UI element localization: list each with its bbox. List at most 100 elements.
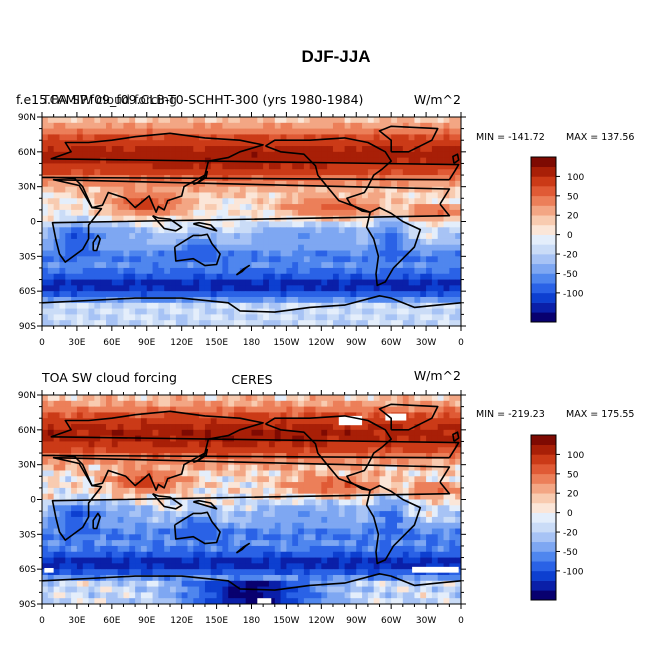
colorbar-label: 20 bbox=[567, 212, 579, 222]
field-cell bbox=[245, 557, 252, 564]
field-cell bbox=[367, 493, 375, 500]
field-cell bbox=[449, 551, 456, 558]
field-cell bbox=[408, 400, 415, 408]
field-cell bbox=[210, 244, 217, 251]
field-cell bbox=[251, 505, 258, 512]
field-cell bbox=[332, 406, 340, 413]
field-cell bbox=[123, 314, 130, 321]
field-cell bbox=[286, 267, 293, 275]
field-cell bbox=[123, 464, 130, 471]
field-cell bbox=[449, 516, 456, 524]
field-cell bbox=[140, 279, 148, 286]
field-cell bbox=[280, 169, 287, 176]
field-cell bbox=[216, 169, 223, 176]
field-cell bbox=[298, 296, 305, 304]
field-cell bbox=[146, 128, 153, 135]
field-cell bbox=[251, 424, 258, 431]
field-cell bbox=[431, 146, 439, 153]
field-cell bbox=[396, 122, 404, 130]
field-cell bbox=[367, 302, 375, 309]
field-cell bbox=[123, 470, 130, 477]
field-cell bbox=[59, 180, 66, 188]
field-cell bbox=[164, 470, 171, 477]
field-cell bbox=[117, 285, 124, 292]
field-cell bbox=[251, 534, 258, 541]
field-cell bbox=[332, 557, 340, 564]
field-cell bbox=[443, 273, 450, 280]
field-cell bbox=[437, 146, 444, 153]
field-cell bbox=[117, 256, 124, 263]
field-cell bbox=[106, 169, 113, 176]
field-cell bbox=[315, 267, 322, 275]
field-cell bbox=[216, 198, 223, 205]
field-cell bbox=[257, 238, 264, 246]
field-cell bbox=[47, 308, 55, 315]
field-cell bbox=[449, 262, 456, 269]
field-cell bbox=[216, 482, 223, 489]
field-cell bbox=[385, 267, 392, 275]
field-cell bbox=[216, 406, 223, 413]
field-cell bbox=[402, 175, 410, 182]
field-cell bbox=[204, 528, 212, 535]
field-cell bbox=[431, 204, 439, 211]
field-cell bbox=[385, 244, 392, 251]
field-cell bbox=[140, 511, 148, 518]
field-cell bbox=[408, 157, 415, 164]
field-cell bbox=[268, 545, 276, 553]
field-cell bbox=[373, 157, 380, 164]
field-cell bbox=[338, 453, 346, 460]
field-cell bbox=[100, 476, 107, 483]
field-cell bbox=[234, 447, 241, 454]
field-cell bbox=[251, 262, 258, 269]
field-cell bbox=[59, 482, 66, 489]
field-cell bbox=[158, 400, 165, 408]
field-cell bbox=[111, 209, 119, 217]
field-cell bbox=[420, 233, 427, 240]
field-cell bbox=[129, 482, 136, 489]
field-cell bbox=[431, 418, 439, 425]
field-cell bbox=[228, 273, 235, 280]
field-cell bbox=[332, 227, 340, 234]
field-cell bbox=[76, 522, 84, 529]
field-cell bbox=[286, 534, 293, 541]
field-cell bbox=[100, 267, 107, 275]
field-cell bbox=[373, 227, 380, 234]
field-cell bbox=[402, 151, 410, 159]
figure-title: DJF-JJA bbox=[302, 47, 371, 66]
field-cell bbox=[251, 256, 258, 263]
field-cell bbox=[257, 516, 264, 524]
field-cell bbox=[362, 551, 369, 558]
field-cell bbox=[315, 412, 322, 419]
field-cell bbox=[76, 140, 84, 147]
field-cell bbox=[344, 487, 351, 495]
field-cell bbox=[170, 528, 177, 535]
field-cell bbox=[309, 204, 316, 211]
field-cell bbox=[82, 418, 89, 425]
field-cell bbox=[332, 320, 340, 326]
field-cell bbox=[396, 482, 404, 489]
field-cell bbox=[129, 545, 136, 553]
field-cell bbox=[187, 528, 194, 535]
field-cell bbox=[303, 418, 311, 425]
field-cell bbox=[42, 482, 49, 489]
field-cell bbox=[367, 151, 375, 159]
field-cell bbox=[449, 128, 456, 135]
field-cell bbox=[146, 493, 153, 500]
field-cell bbox=[94, 528, 101, 535]
field-cell bbox=[164, 499, 171, 506]
field-cell bbox=[257, 134, 264, 141]
field-cell bbox=[396, 117, 404, 124]
field-cell bbox=[199, 424, 206, 431]
field-cell bbox=[88, 470, 95, 477]
field-cell bbox=[367, 134, 375, 141]
coastline bbox=[378, 125, 439, 153]
field-cell bbox=[82, 493, 89, 500]
field-cell bbox=[420, 244, 427, 251]
field-cell bbox=[71, 209, 78, 217]
field-cell bbox=[210, 551, 217, 558]
field-cell bbox=[274, 291, 281, 298]
field-cell bbox=[426, 540, 433, 547]
field-cell bbox=[187, 198, 194, 205]
field-cell bbox=[367, 505, 375, 512]
